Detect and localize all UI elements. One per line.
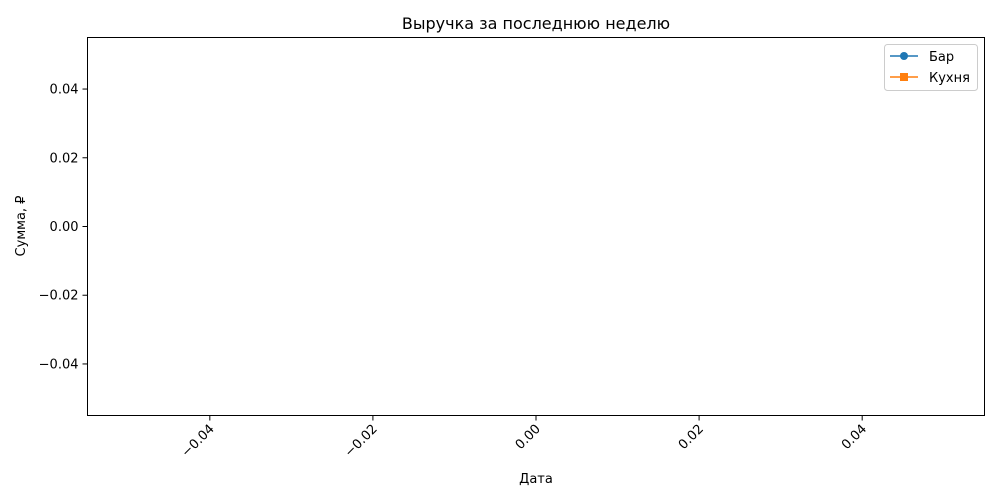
x-tick-label: −0.02: [342, 422, 381, 461]
y-axis-label: Сумма, ₽: [14, 196, 29, 257]
y-tick-label: 0.04: [50, 83, 79, 98]
y-tick-label: 0.02: [50, 151, 79, 166]
x-tick-label: 0.04: [839, 422, 870, 453]
legend: Бар Кухня: [884, 44, 978, 91]
legend-label-bar: Бар: [929, 50, 954, 65]
x-axis-label: Дата: [519, 472, 553, 487]
legend-label-kitchen: Кухня: [929, 71, 970, 86]
x-tick-label: 0.02: [676, 422, 707, 453]
y-axis-ticks: 0.04 0.02 0.00 −0.02 −0.04: [39, 83, 88, 372]
chart-title: Выручка за последнюю неделю: [402, 14, 670, 33]
y-tick-label: 0.00: [50, 220, 79, 235]
x-tick-label: −0.04: [179, 422, 218, 461]
x-tick-label: 0.00: [513, 422, 544, 453]
plot-area-frame: [87, 37, 985, 416]
legend-marker-bar: [900, 52, 908, 60]
x-axis-ticks: −0.04 −0.02 0.00 0.02 0.04: [179, 415, 870, 461]
legend-marker-kitchen: [900, 73, 908, 81]
y-tick-label: −0.02: [39, 289, 79, 304]
y-tick-label: −0.04: [39, 357, 79, 372]
